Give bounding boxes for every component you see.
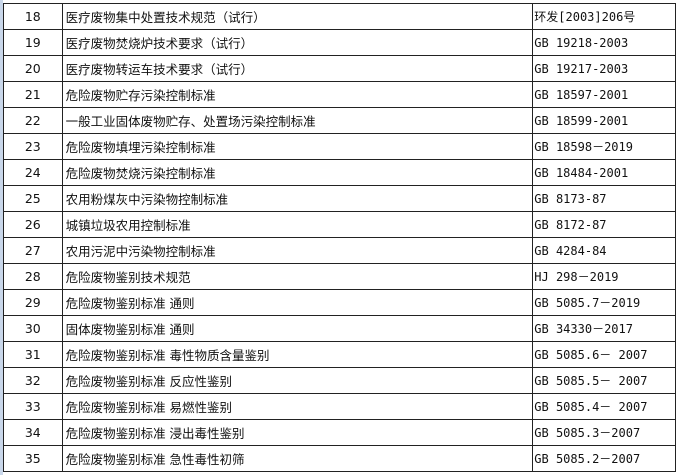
standard-name[interactable]: 一般工业固体废物贮存、处置场污染控制标准 (61, 107, 534, 134)
standard-name[interactable]: 医疗废物转运车技术要求（试行） (61, 55, 534, 82)
row-number[interactable]: 22 (3, 107, 63, 134)
standard-name[interactable]: 固体废物鉴别标准 通则 (61, 315, 534, 342)
table-row: 23 危险废物填埋污染控制标准 GB 18598－2019 (3, 133, 676, 160)
table-row: 18 医疗废物集中处置技术规范（试行） 环发[2003]206号 (3, 3, 676, 30)
row-number[interactable]: 18 (3, 3, 63, 30)
standard-name[interactable]: 农用粉煤灰中污染物控制标准 (61, 185, 534, 212)
standard-name[interactable]: 医疗废物集中处置技术规范（试行） (61, 3, 534, 30)
row-number[interactable]: 31 (3, 341, 63, 368)
table-row: 24 危险废物焚烧污染控制标准 GB 18484-2001 (3, 159, 676, 186)
standard-code[interactable]: GB 18598－2019 (532, 133, 676, 160)
standard-name[interactable]: 危险废物鉴别标准 反应性鉴别 (61, 367, 534, 394)
standard-code[interactable]: GB 8173-87 (532, 185, 676, 212)
standard-name[interactable]: 危险废物鉴别标准 易燃性鉴别 (61, 393, 534, 420)
table-row: 19 医疗废物焚烧炉技术要求（试行） GB 19218-2003 (3, 29, 676, 56)
row-number[interactable]: 25 (3, 185, 63, 212)
standard-code[interactable]: HJ 298－2019 (532, 263, 676, 290)
row-number[interactable]: 29 (3, 289, 63, 316)
standard-name[interactable]: 危险废物鉴别标准 浸出毒性鉴别 (61, 419, 534, 446)
standard-code[interactable]: GB 4284-84 (532, 237, 676, 264)
row-number[interactable]: 23 (3, 133, 63, 160)
standard-code[interactable]: GB 5085.7－2019 (532, 289, 676, 316)
row-number[interactable]: 35 (3, 445, 63, 472)
standard-name[interactable]: 农用污泥中污染物控制标准 (61, 237, 534, 264)
table-row: 33 危险废物鉴别标准 易燃性鉴别 GB 5085.4－ 2007 (3, 393, 676, 420)
standard-name[interactable]: 危险废物鉴别标准 急性毒性初筛 (61, 445, 534, 472)
standard-code[interactable]: GB 5085.3－2007 (532, 419, 676, 446)
window-edge (0, 0, 3, 475)
row-number[interactable]: 33 (3, 393, 63, 420)
table-row: 32 危险废物鉴别标准 反应性鉴别 GB 5085.5－ 2007 (3, 367, 676, 394)
table-row: 25 农用粉煤灰中污染物控制标准 GB 8173-87 (3, 185, 676, 212)
standard-code[interactable]: GB 19218-2003 (532, 29, 676, 56)
standard-code[interactable]: GB 34330－2017 (532, 315, 676, 342)
standard-code[interactable]: GB 5085.5－ 2007 (532, 367, 676, 394)
standard-code[interactable]: GB 5085.6－ 2007 (532, 341, 676, 368)
table-row: 30 固体废物鉴别标准 通则 GB 34330－2017 (3, 315, 676, 342)
standard-name[interactable]: 危险废物贮存污染控制标准 (61, 81, 534, 108)
table-row: 35 危险废物鉴别标准 急性毒性初筛 GB 5085.2－2007 (3, 445, 676, 472)
standard-name[interactable]: 医疗废物焚烧炉技术要求（试行） (61, 29, 534, 56)
standard-name[interactable]: 危险废物焚烧污染控制标准 (61, 159, 534, 186)
table-row: 20 医疗废物转运车技术要求（试行） GB 19217-2003 (3, 55, 676, 82)
row-number[interactable]: 32 (3, 367, 63, 394)
table-row: 26 城镇垃圾农用控制标准 GB 8172-87 (3, 211, 676, 238)
standard-code[interactable]: 环发[2003]206号 (532, 3, 676, 30)
row-number[interactable]: 26 (3, 211, 63, 238)
standard-name[interactable]: 危险废物填埋污染控制标准 (61, 133, 534, 160)
row-number[interactable]: 27 (3, 237, 63, 264)
table-row: 34 危险废物鉴别标准 浸出毒性鉴别 GB 5085.3－2007 (3, 419, 676, 446)
row-number[interactable]: 34 (3, 419, 63, 446)
table-row: 28 危险废物鉴别技术规范 HJ 298－2019 (3, 263, 676, 290)
standard-code[interactable]: GB 19217-2003 (532, 55, 676, 82)
row-number[interactable]: 19 (3, 29, 63, 56)
table-row: 29 危险废物鉴别标准 通则 GB 5085.7－2019 (3, 289, 676, 316)
row-number[interactable]: 30 (3, 315, 63, 342)
standard-name[interactable]: 城镇垃圾农用控制标准 (61, 211, 534, 238)
standard-code[interactable]: GB 8172-87 (532, 211, 676, 238)
standard-name[interactable]: 危险废物鉴别标准 毒性物质含量鉴别 (61, 341, 534, 368)
standard-code[interactable]: GB 5085.2－2007 (532, 445, 676, 472)
standard-code[interactable]: GB 18597-2001 (532, 81, 676, 108)
standard-name[interactable]: 危险废物鉴别技术规范 (61, 263, 534, 290)
row-number[interactable]: 20 (3, 55, 63, 82)
table-row: 31 危险废物鉴别标准 毒性物质含量鉴别 GB 5085.6－ 2007 (3, 341, 676, 368)
standards-table: 18 医疗废物集中处置技术规范（试行） 环发[2003]206号 19 医疗废物焚烧炉技… (3, 3, 676, 472)
standard-code[interactable]: GB 18599-2001 (532, 107, 676, 134)
standard-name[interactable]: 危险废物鉴别标准 通则 (61, 289, 534, 316)
table-row: 27 农用污泥中污染物控制标准 GB 4284-84 (3, 237, 676, 264)
standard-code[interactable]: GB 5085.4－ 2007 (532, 393, 676, 420)
row-number[interactable]: 21 (3, 81, 63, 108)
row-number[interactable]: 24 (3, 159, 63, 186)
row-number[interactable]: 28 (3, 263, 63, 290)
standard-code[interactable]: GB 18484-2001 (532, 159, 676, 186)
table-row: 21 危险废物贮存污染控制标准 GB 18597-2001 (3, 81, 676, 108)
table-row: 22 一般工业固体废物贮存、处置场污染控制标准 GB 18599-2001 (3, 107, 676, 134)
